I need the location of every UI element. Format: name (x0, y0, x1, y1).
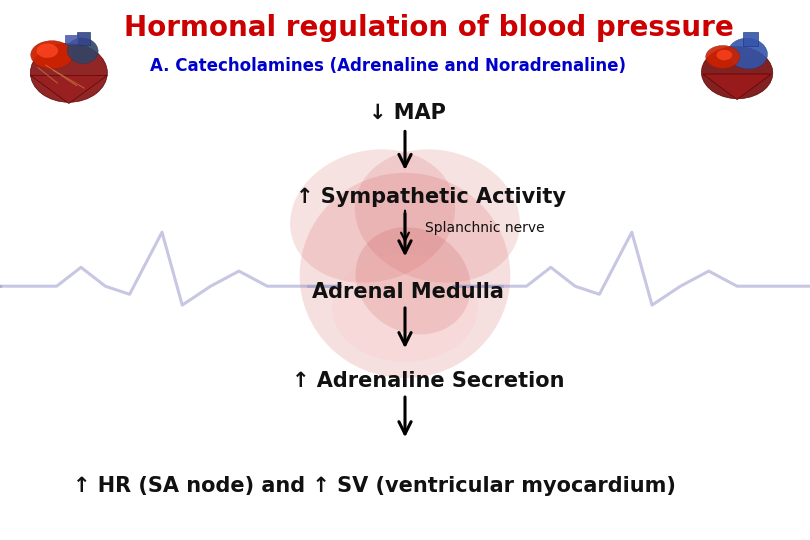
Text: ↑ Adrenaline Secretion: ↑ Adrenaline Secretion (292, 370, 564, 391)
Polygon shape (76, 32, 91, 45)
Text: ↓ MAP: ↓ MAP (369, 103, 446, 124)
Ellipse shape (728, 38, 767, 69)
Ellipse shape (31, 43, 107, 102)
Ellipse shape (31, 40, 73, 69)
Ellipse shape (290, 150, 455, 282)
Ellipse shape (36, 44, 58, 58)
Ellipse shape (706, 45, 740, 68)
Ellipse shape (716, 50, 732, 60)
Polygon shape (65, 35, 78, 44)
Text: A. Catecholamines (Adrenaline and Noradrenaline): A. Catecholamines (Adrenaline and Noradr… (150, 57, 626, 75)
Text: Hormonal regulation of blood pressure: Hormonal regulation of blood pressure (125, 14, 734, 42)
Text: ↑ Sympathetic Activity: ↑ Sympathetic Activity (296, 187, 565, 207)
Text: Adrenal Medulla: Adrenal Medulla (312, 281, 504, 302)
Polygon shape (743, 32, 758, 46)
Polygon shape (703, 74, 771, 100)
Ellipse shape (300, 173, 510, 378)
Text: ↑ HR (SA node) and ↑ SV (ventricular myocardium): ↑ HR (SA node) and ↑ SV (ventricular myo… (73, 476, 676, 496)
Ellipse shape (67, 38, 98, 64)
Ellipse shape (356, 227, 471, 334)
Ellipse shape (332, 254, 478, 362)
Polygon shape (31, 75, 107, 104)
Text: Splanchnic nerve: Splanchnic nerve (425, 221, 545, 235)
Ellipse shape (701, 46, 773, 99)
Ellipse shape (355, 150, 520, 282)
